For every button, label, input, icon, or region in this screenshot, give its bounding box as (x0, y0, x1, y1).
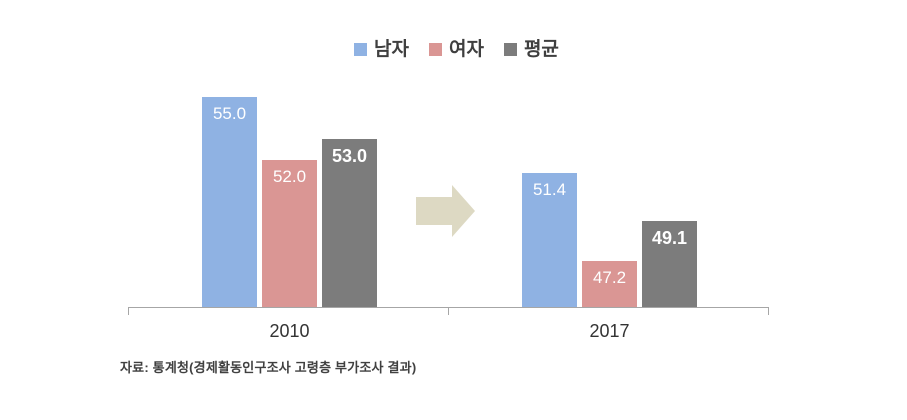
bar-value-label-average-2010: 53.0 (331, 146, 368, 166)
bar-value-label-female-2017: 47.2 (592, 268, 627, 287)
source-note: 자료: 통계청(경제활동인구조사 고령층 부가조사 결과) (120, 360, 417, 375)
bar-average-2010: 53.0 (322, 139, 377, 307)
bar-male-2010: 55.0 (202, 97, 257, 307)
legend-swatch-average (503, 43, 517, 56)
chart-legend: 남자 여자 평균 (354, 40, 559, 59)
transition-arrow-icon (416, 184, 476, 238)
bar-female-2010: 52.0 (262, 160, 317, 307)
legend-swatch-male (354, 43, 367, 56)
bar-male-2017: 51.4 (522, 173, 577, 307)
legend-label-average: 평균 (523, 39, 559, 60)
legend-item-average: 평균 (503, 39, 559, 60)
legend-item-female: 여자 (428, 39, 484, 60)
bar-female-2017: 47.2 (582, 261, 637, 307)
bar-value-label-female-2010: 52.0 (272, 167, 307, 186)
legend-swatch-female (428, 43, 442, 56)
category-label-2017: 2017 (589, 321, 630, 341)
x-axis-tick (768, 307, 769, 315)
x-axis-tick (128, 307, 129, 315)
block-arrow-right-shape (416, 185, 475, 237)
legend-label-male: 남자 (374, 39, 409, 60)
bar-average-2017: 49.1 (642, 221, 697, 307)
bar-value-label-male-2017: 51.4 (532, 180, 567, 199)
x-axis-tick (448, 307, 449, 315)
legend-item-male: 남자 (354, 40, 409, 59)
category-label-2010: 2010 (269, 321, 310, 341)
legend-label-female: 여자 (448, 39, 484, 60)
bar-value-label-male-2010: 55.0 (212, 104, 247, 123)
bar-value-label-average-2017: 49.1 (651, 228, 688, 248)
